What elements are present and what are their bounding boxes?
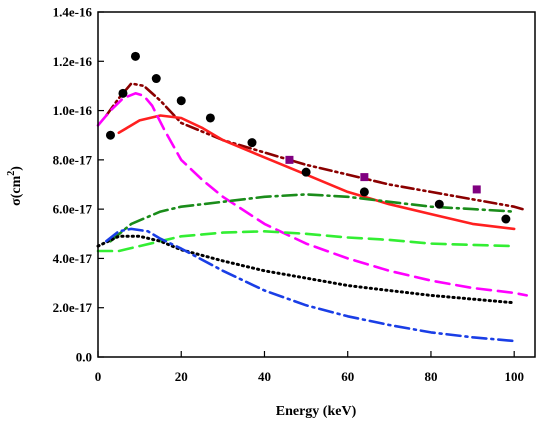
y-tick-label: 1.2e-16	[53, 54, 93, 69]
series-line-4	[96, 92, 529, 297]
y-axis-ticks: 0.0 2.0e-17 4.0e-17 6.0e-17 8.0e-17 1.0e-16 1.…	[53, 5, 104, 365]
data-point-circle	[205, 113, 215, 123]
data-point-circle	[151, 74, 161, 84]
data-point-circle	[301, 167, 311, 177]
series-points	[105, 51, 511, 224]
data-point-circle	[130, 51, 140, 61]
x-tick-label: 80	[424, 369, 437, 384]
data-point-circle	[501, 214, 511, 224]
data-point-circle	[105, 130, 115, 140]
y-axis-title: σ(cm2)	[6, 166, 24, 206]
data-point-circle	[247, 138, 257, 148]
data-point-circle	[359, 187, 369, 197]
series-line-6	[96, 230, 516, 253]
series-line-2	[105, 82, 524, 211]
x-axis-ticks: 0 20 40 60 80 100	[95, 351, 524, 384]
plot-frame	[97, 11, 536, 358]
x-tick-label: 0	[95, 369, 102, 384]
y-tick-label: 8.0e-17	[53, 152, 93, 167]
data-point-square	[472, 185, 481, 194]
y-tick-label: 1.4e-16	[53, 5, 93, 20]
y-tick-label: 0.0	[76, 350, 92, 365]
x-tick-label: 20	[175, 369, 188, 384]
x-tick-label: 40	[258, 369, 271, 384]
series-line-7	[96, 234, 516, 305]
x-axis-title: Energy (keV)	[276, 404, 357, 419]
y-tick-label: 4.0e-17	[53, 251, 93, 266]
y-axis-title-sup: 2	[6, 171, 17, 176]
x-tick-label: 100	[504, 369, 524, 384]
y-axis-title-close: )	[9, 166, 24, 171]
data-point-circle	[434, 199, 444, 209]
y-axis-title-main: σ(cm	[9, 175, 24, 205]
y-tick-label: 6.0e-17	[53, 202, 93, 217]
series-line-8	[105, 227, 516, 343]
y-tick-label: 2.0e-17	[53, 300, 93, 315]
data-point-square	[285, 155, 294, 164]
x-tick-label: 60	[341, 369, 354, 384]
y-tick-label: 1.0e-16	[53, 103, 93, 118]
series-line-3	[117, 114, 516, 231]
data-point-square	[360, 173, 369, 182]
data-point-circle	[176, 96, 186, 106]
series-lines	[96, 82, 529, 343]
data-point-circle	[118, 88, 128, 98]
